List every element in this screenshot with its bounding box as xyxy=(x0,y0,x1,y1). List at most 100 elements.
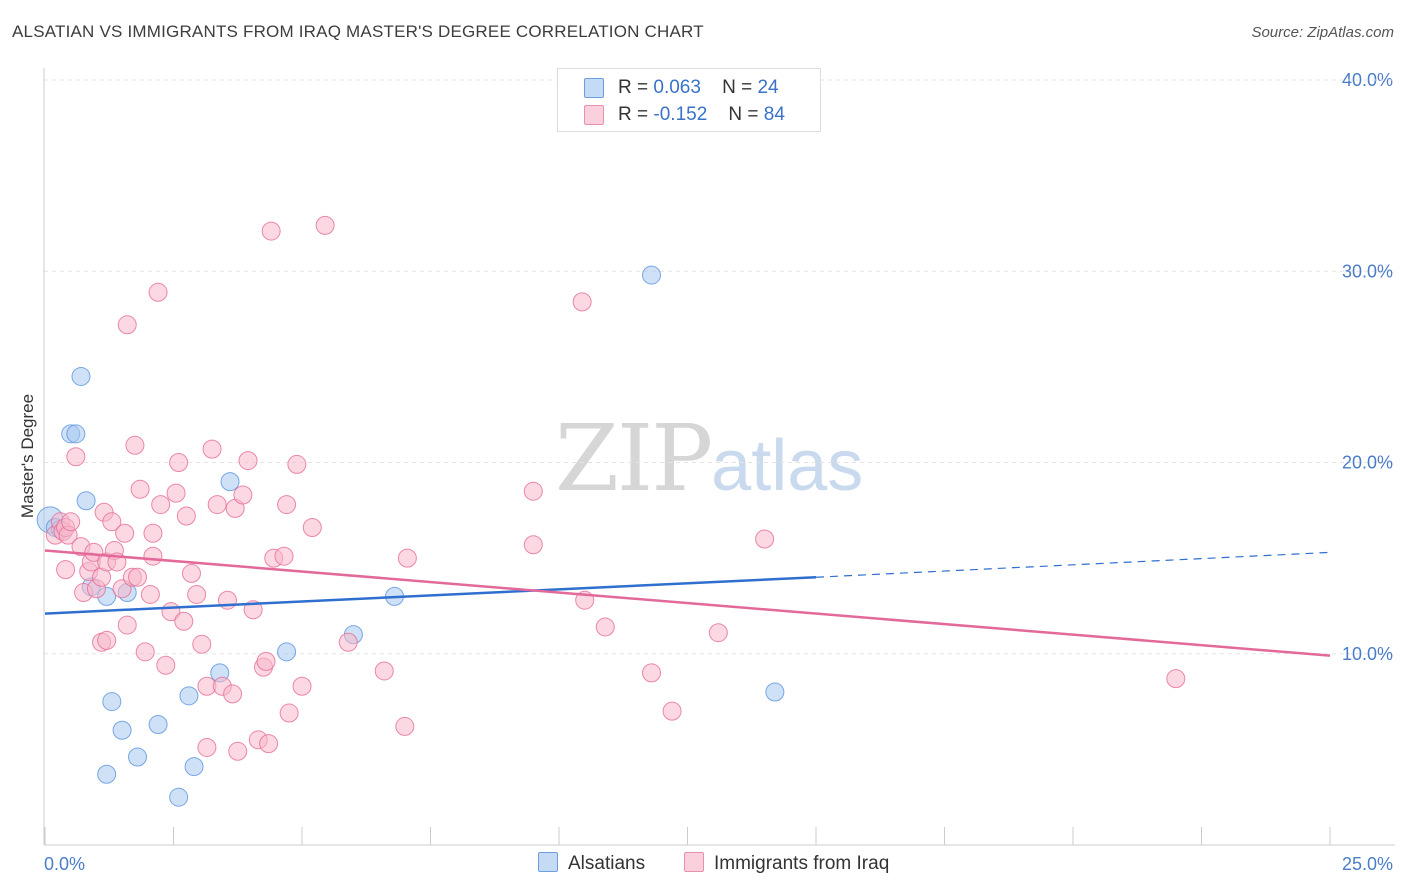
legend-n-value: 24 xyxy=(757,77,779,98)
point-iraq xyxy=(117,615,137,635)
legend-n-label: N = xyxy=(722,77,753,98)
point-alsatians xyxy=(112,720,132,740)
watermark-zip: ZIP xyxy=(555,405,713,512)
point-iraq xyxy=(125,435,145,455)
point-iraq xyxy=(642,663,662,683)
bottom-legend-label-alsatians: Alsatians xyxy=(568,853,646,874)
point-iraq xyxy=(662,701,682,721)
point-alsatians xyxy=(148,715,168,735)
point-iraq xyxy=(1166,669,1186,689)
point-iraq xyxy=(315,215,335,235)
point-iraq xyxy=(166,483,186,503)
legend-swatch-iraq xyxy=(584,105,604,125)
point-iraq xyxy=(156,655,176,675)
point-iraq xyxy=(374,661,394,681)
point-iraq xyxy=(233,485,253,505)
point-iraq xyxy=(397,548,417,568)
legend-r-value: 0.063 xyxy=(653,77,701,98)
point-iraq xyxy=(130,479,150,499)
legend-n-value: 84 xyxy=(763,104,785,125)
point-iraq xyxy=(261,221,281,241)
point-iraq xyxy=(277,495,297,515)
point-iraq xyxy=(56,560,76,580)
legend-r-label: R = xyxy=(618,104,649,125)
point-alsatians xyxy=(179,686,199,706)
point-iraq xyxy=(140,584,160,604)
point-iraq xyxy=(595,617,615,637)
point-iraq xyxy=(143,523,163,543)
point-iraq xyxy=(181,563,201,583)
point-iraq xyxy=(84,542,104,562)
point-iraq xyxy=(279,703,299,723)
point-iraq xyxy=(128,567,148,587)
x-tick-label: 25.0% xyxy=(1342,854,1393,874)
point-iraq xyxy=(169,453,189,472)
x-tick-label: 0.0% xyxy=(44,854,85,874)
point-iraq xyxy=(135,642,155,662)
y-tick-label: 20.0% xyxy=(1342,453,1393,473)
legend: R = 0.063 N = 24 R = -0.152 N = 84 xyxy=(557,68,821,132)
trendline-alsatians-extension xyxy=(815,551,1331,578)
legend-r-label: R = xyxy=(618,77,649,98)
point-iraq xyxy=(176,506,196,526)
point-iraq xyxy=(66,447,86,467)
point-iraq xyxy=(197,737,217,757)
point-iraq xyxy=(61,512,81,532)
point-iraq xyxy=(523,535,543,555)
point-alsatians xyxy=(169,787,189,807)
legend-n-label: N = xyxy=(728,104,759,125)
point-iraq xyxy=(256,651,276,671)
point-iraq xyxy=(292,676,312,696)
trendline-iraq xyxy=(44,549,1331,657)
point-iraq xyxy=(523,481,543,501)
point-iraq xyxy=(338,632,358,652)
point-alsatians xyxy=(76,491,96,511)
bottom-legend-swatch-iraq xyxy=(684,852,704,872)
point-alsatians xyxy=(71,366,91,386)
legend-swatch-alsatians xyxy=(584,78,604,98)
point-iraq xyxy=(228,741,248,761)
point-iraq xyxy=(148,282,168,302)
point-iraq xyxy=(238,451,258,471)
point-iraq xyxy=(187,584,207,604)
point-iraq xyxy=(143,546,163,566)
point-alsatians xyxy=(765,682,785,702)
point-iraq xyxy=(259,734,279,754)
bottom-legend-alsatians: Alsatians xyxy=(538,852,645,875)
point-iraq xyxy=(102,512,122,532)
point-iraq xyxy=(151,495,171,515)
point-iraq xyxy=(117,315,137,335)
source-label: Source: ZipAtlas.com xyxy=(1251,24,1394,41)
point-alsatians xyxy=(97,764,117,784)
point-alsatians xyxy=(220,472,240,492)
point-iraq xyxy=(287,454,307,474)
point-iraq xyxy=(192,634,212,654)
point-iraq xyxy=(243,600,263,620)
watermark: ZIPatlas xyxy=(555,405,863,512)
point-iraq xyxy=(302,518,322,538)
bottom-legend-iraq: Immigrants from Iraq xyxy=(684,852,889,875)
point-alsatians xyxy=(128,747,148,767)
point-iraq xyxy=(755,529,775,549)
point-alsatians xyxy=(277,642,297,662)
point-iraq xyxy=(207,495,227,515)
point-iraq xyxy=(202,439,222,459)
point-iraq xyxy=(572,292,592,312)
point-iraq xyxy=(274,546,294,566)
y-tick-label: 10.0% xyxy=(1342,644,1393,664)
chart-title: ALSATIAN VS IMMIGRANTS FROM IRAQ MASTER'… xyxy=(12,22,704,41)
point-iraq xyxy=(174,611,194,631)
point-alsatians xyxy=(66,424,86,444)
point-alsatians xyxy=(102,692,122,712)
point-iraq xyxy=(223,684,243,704)
point-iraq xyxy=(395,716,415,736)
point-iraq xyxy=(115,523,135,543)
bottom-legend-label-iraq: Immigrants from Iraq xyxy=(714,853,890,874)
point-iraq xyxy=(708,623,728,643)
watermark-atlas: atlas xyxy=(711,426,864,506)
point-alsatians xyxy=(184,757,204,777)
legend-r-value: -0.152 xyxy=(653,104,708,125)
bottom-legend-swatch-alsatians xyxy=(538,852,558,872)
y-tick-label: 30.0% xyxy=(1342,261,1393,281)
